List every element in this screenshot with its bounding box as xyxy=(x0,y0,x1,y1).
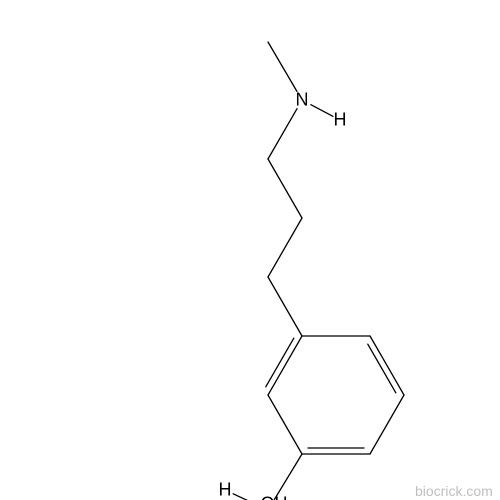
atom-label-oh: OH xyxy=(261,494,288,500)
bond-line xyxy=(370,336,404,395)
atom-label-h: H xyxy=(334,110,347,131)
bond-line xyxy=(233,494,255,500)
bond-line xyxy=(311,105,333,117)
bond-line xyxy=(266,338,294,387)
bond-line xyxy=(268,336,302,395)
watermark-text: biocrick.com xyxy=(415,483,493,499)
bond-line xyxy=(268,277,302,336)
bond-line xyxy=(268,395,302,454)
atom-label-h: H xyxy=(219,480,232,500)
bond-line xyxy=(368,344,396,393)
bond-line xyxy=(268,159,302,218)
bond-line xyxy=(268,42,297,91)
bond-line xyxy=(370,395,404,454)
atom-label-n: N xyxy=(296,90,309,111)
bond-line xyxy=(268,109,297,159)
bond-line xyxy=(268,218,302,277)
molecule-svg xyxy=(0,0,500,500)
